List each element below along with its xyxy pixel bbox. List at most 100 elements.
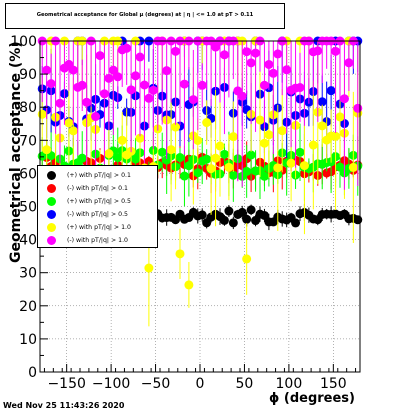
data-point <box>113 72 123 82</box>
data-point <box>228 132 238 142</box>
legend: (+) with pT/|q| > 0.1 (-) with pT/|q| > 0… <box>37 165 158 248</box>
data-point <box>295 83 305 93</box>
data-point <box>246 58 256 68</box>
legend-item: (+) with pT/|q| > 0.1 <box>38 169 131 182</box>
x-tick-label: −100 <box>92 376 130 392</box>
x-axis-title: ϕ (degrees) <box>269 391 355 406</box>
data-point <box>282 65 292 75</box>
data-point <box>242 254 252 264</box>
y-tick-label: 70 <box>19 133 37 149</box>
data-point <box>108 65 118 75</box>
data-point <box>259 210 269 220</box>
data-point <box>317 121 327 131</box>
data-point <box>242 214 252 224</box>
data-point <box>202 118 212 128</box>
data-point <box>295 147 305 157</box>
data-point <box>219 215 229 225</box>
legend-marker <box>47 171 56 180</box>
y-tick-label: 50 <box>19 200 37 216</box>
data-point <box>251 48 261 58</box>
data-point <box>46 79 56 89</box>
legend-item: (-) with pT/|q| > 0.1 <box>38 182 128 195</box>
legend-label: (+) with pT/|q| > 1.0 <box>67 224 131 231</box>
data-point <box>139 80 149 90</box>
y-tick-label: 10 <box>19 332 37 348</box>
data-point <box>117 135 127 145</box>
data-point <box>277 126 287 136</box>
legend-label: (-) with pT/|q| > 0.5 <box>67 211 128 218</box>
data-point <box>219 149 229 159</box>
data-point <box>197 210 207 220</box>
data-point <box>224 206 234 216</box>
legend-item: (+) with pT/|q| > 0.5 <box>38 195 131 208</box>
data-point <box>77 80 87 90</box>
data-point <box>42 145 52 155</box>
data-point <box>242 166 252 176</box>
data-point <box>113 153 123 163</box>
data-point <box>344 58 354 68</box>
data-point <box>348 162 358 172</box>
series-5 <box>37 36 363 205</box>
data-point <box>215 141 225 151</box>
x-tick-label: −150 <box>47 376 85 392</box>
y-tick-label: 60 <box>19 166 37 182</box>
data-point <box>171 122 181 132</box>
y-tick-label: 40 <box>19 233 37 249</box>
data-point <box>144 263 154 273</box>
data-point <box>331 46 341 56</box>
data-point <box>268 68 278 78</box>
data-point <box>246 205 256 215</box>
y-tick-label: 90 <box>19 67 37 83</box>
data-point <box>313 46 323 56</box>
chart-title: Geometrical acceptance for Global μ (deg… <box>36 12 254 18</box>
data-point <box>326 86 336 96</box>
timestamp: Wed Nov 25 11:43:26 2020 <box>3 401 125 410</box>
data-point <box>162 66 172 76</box>
x-tick-label: −50 <box>141 376 171 392</box>
legend-marker <box>47 223 56 232</box>
data-point <box>299 161 309 171</box>
y-tick-label: 80 <box>19 100 37 116</box>
legend-label: (+) with pT/|q| > 0.5 <box>67 198 131 205</box>
data-point <box>273 49 283 59</box>
y-tick-label: 100 <box>10 34 37 50</box>
x-tick-label: 0 <box>196 376 205 392</box>
data-point <box>193 135 203 145</box>
data-point <box>64 118 74 128</box>
data-point <box>237 91 247 101</box>
axis-ticks: 0 10 20 30 40 50 60 70 80 90 100 −150 −100 −50 0 50 100 1… <box>10 34 357 392</box>
y-axis-title: Geometrical acceptance (%) <box>8 41 24 263</box>
x-tick-label: 100 <box>276 376 303 392</box>
data-point <box>135 52 145 62</box>
data-point <box>197 80 207 90</box>
data-point <box>131 71 141 81</box>
data-point <box>193 168 203 178</box>
data-point <box>104 73 114 83</box>
data-point <box>255 115 265 125</box>
data-point <box>259 80 269 90</box>
data-point <box>104 149 114 159</box>
data-point <box>246 150 256 160</box>
data-point <box>259 138 269 148</box>
data-point <box>122 43 132 53</box>
legend-marker <box>47 197 56 206</box>
data-point <box>291 218 301 228</box>
data-point <box>82 97 92 107</box>
data-point <box>126 85 136 95</box>
data-point <box>37 109 47 119</box>
x-tick-label: 50 <box>236 376 254 392</box>
legend-label: (-) with pT/|q| > 1.0 <box>67 237 128 244</box>
data-point <box>259 171 269 181</box>
data-point <box>68 126 78 136</box>
data-point <box>286 158 296 168</box>
legend-label: (-) with pT/|q| > 0.1 <box>67 185 128 192</box>
data-point <box>91 112 101 122</box>
data-point <box>228 218 238 228</box>
data-point <box>179 171 189 181</box>
legend-marker <box>47 236 56 245</box>
data-point <box>166 145 176 155</box>
data-point <box>99 89 109 99</box>
data-point <box>184 161 194 171</box>
data-point <box>184 280 194 290</box>
data-point <box>206 164 216 174</box>
